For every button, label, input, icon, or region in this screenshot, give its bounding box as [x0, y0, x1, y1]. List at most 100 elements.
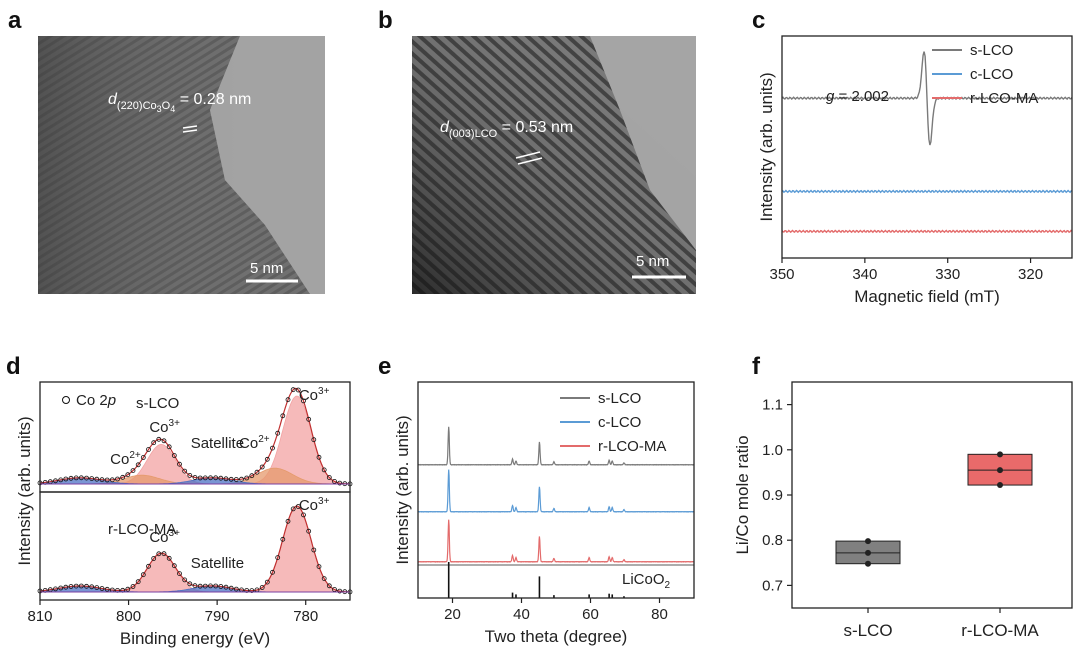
- data-point: [285, 397, 291, 403]
- data-point: [208, 475, 213, 481]
- data-point: [197, 583, 203, 589]
- data-point: [202, 475, 208, 481]
- data-point: [94, 585, 100, 590]
- xps-plot: Co3+Co3+SatelliteCo2+Co2+s-LCOCo3+Co3+Sa…: [15, 381, 353, 648]
- data-point: [161, 551, 167, 557]
- plot-frame: [417, 381, 695, 599]
- data-point: [84, 475, 89, 481]
- data-point: [332, 478, 337, 484]
- data-point: [146, 447, 151, 452]
- data-point: [213, 475, 219, 481]
- y-tick-label: 0.7: [762, 577, 783, 594]
- x-tick-label: 20: [444, 606, 461, 623]
- panel-label-e: e: [378, 353, 391, 380]
- data-point: [865, 549, 871, 556]
- data-point: [290, 506, 296, 512]
- data-point: [161, 438, 167, 444]
- data-point: [53, 586, 58, 592]
- data-point: [208, 583, 213, 589]
- scalebar-label-a: 5 nm: [250, 260, 283, 277]
- subplot-label-s-LCO: s-LCO: [136, 395, 179, 412]
- tem-image-b: [412, 36, 696, 294]
- data-point: [171, 453, 177, 458]
- x-axis-label: Two theta (degree): [485, 627, 628, 646]
- legend-label-s-LCO: s-LCO: [970, 42, 1013, 59]
- data-point: [73, 475, 79, 481]
- data-point: [63, 476, 69, 482]
- data-point: [125, 586, 131, 592]
- data-point: [223, 584, 229, 590]
- x-tick-label: s-LCO: [843, 621, 892, 640]
- x-tick-label: 800: [116, 608, 141, 625]
- subplot-label-r-LCO-MA: r-LCO-MA: [108, 521, 176, 538]
- data-point: [228, 476, 234, 482]
- data-point: [156, 551, 162, 557]
- data-point: [94, 476, 100, 482]
- data-point: [316, 564, 322, 569]
- reference-label: LiCoO2: [622, 571, 671, 591]
- panel-label-f: f: [752, 353, 761, 380]
- data-point: [264, 456, 270, 462]
- data-point: [140, 455, 146, 460]
- data-point: [135, 579, 141, 585]
- data-point: [78, 475, 84, 481]
- data-point: [337, 480, 343, 486]
- data-point: [997, 482, 1003, 489]
- label-co3-secondary: Co3+: [149, 528, 180, 546]
- data-point: [187, 581, 193, 587]
- series-line-s-LCO: [417, 426, 695, 466]
- data-point: [192, 583, 198, 589]
- data-point: [84, 583, 89, 589]
- data-point: [171, 563, 177, 569]
- y-tick-label: 1.1: [762, 397, 783, 414]
- label-satellite: Satellite: [191, 435, 244, 452]
- data-point: [311, 547, 317, 553]
- x-tick-label: 810: [27, 608, 52, 625]
- data-point: [218, 584, 224, 589]
- legend-label-s-LCO: s-LCO: [598, 390, 641, 407]
- y-axis-label: Intensity (arb. units): [15, 416, 34, 565]
- data-point: [316, 454, 322, 460]
- data-point: [275, 430, 281, 436]
- data-point: [306, 528, 312, 534]
- y-axis-label: Li/Co mole ratio: [733, 435, 752, 554]
- data-point: [326, 583, 332, 589]
- y-tick-label: 0.9: [762, 487, 783, 504]
- g-value-annotation: g = 2.002: [826, 88, 889, 105]
- data-point: [337, 588, 343, 594]
- data-point: [301, 512, 306, 518]
- data-point: [151, 440, 157, 446]
- data-point: [99, 586, 105, 591]
- data-point: [306, 416, 312, 422]
- data-point: [58, 585, 64, 591]
- fit-envelope: [39, 387, 350, 485]
- data-point: [202, 583, 208, 589]
- data-point: [63, 584, 69, 590]
- x-tick-label: 350: [769, 266, 794, 283]
- series-line-r-LCO-MA: [781, 229, 1073, 234]
- plot-frame: [791, 381, 1073, 609]
- data-point: [249, 588, 255, 593]
- data-point: [865, 560, 871, 567]
- panel-label-b: b: [378, 7, 393, 34]
- series-line-r-LCO-MA: [417, 519, 694, 563]
- data-point: [223, 476, 229, 482]
- legend-label-co2p: Co 2p: [76, 392, 116, 409]
- data-point: [321, 576, 327, 581]
- scalebar-label-b: 5 nm: [636, 253, 669, 270]
- xrd-plot: 20 40 60 80 Two theta (degree) Intensity (arb…: [393, 381, 695, 646]
- data-point: [239, 476, 244, 482]
- data-point: [280, 413, 286, 419]
- data-point: [130, 468, 136, 474]
- data-point: [146, 563, 151, 569]
- data-point: [99, 477, 105, 483]
- tem-image-a: [38, 36, 325, 294]
- d-spacing-a: d(220)Co3O4 = 0.28 nm: [108, 91, 251, 114]
- data-point: [104, 477, 110, 483]
- data-point: [182, 468, 188, 474]
- data-point: [182, 577, 188, 583]
- data-point: [58, 477, 64, 483]
- data-point: [120, 474, 126, 480]
- data-point: [259, 464, 265, 470]
- data-point: [249, 473, 255, 479]
